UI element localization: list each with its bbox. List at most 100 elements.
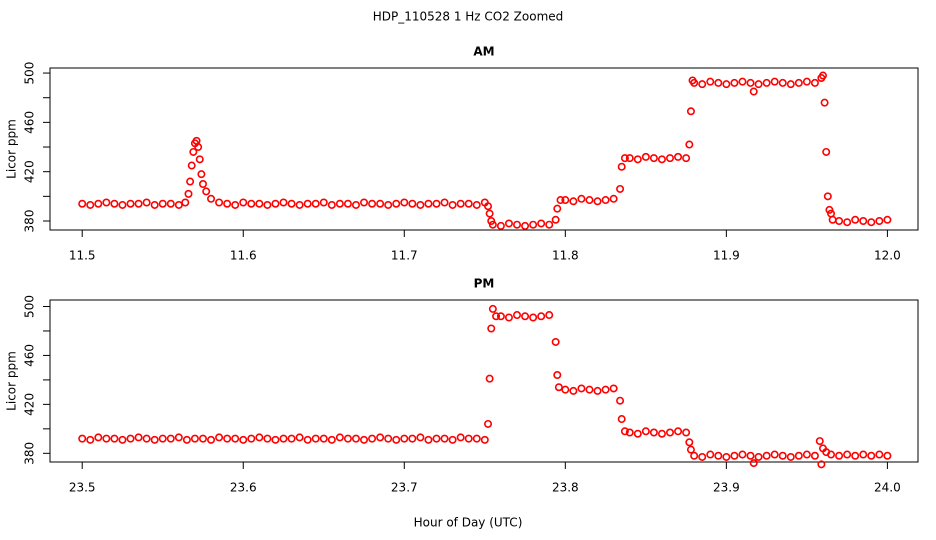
x-tick-label: 23.5 xyxy=(69,481,96,495)
data-point xyxy=(360,435,369,444)
data-point xyxy=(488,304,497,313)
data-point xyxy=(685,438,694,447)
data-point xyxy=(665,154,674,163)
data-point xyxy=(851,215,860,224)
panel-title: PM xyxy=(474,277,495,291)
data-point xyxy=(577,194,586,203)
data-point xyxy=(553,371,562,380)
data-point xyxy=(601,196,610,205)
data-point xyxy=(408,434,417,443)
y-axis-label: Licor ppm xyxy=(5,351,19,411)
data-point xyxy=(496,312,505,321)
data-point xyxy=(271,435,280,444)
data-point xyxy=(553,204,562,213)
data-point xyxy=(198,434,207,443)
data-point xyxy=(698,452,707,461)
data-point xyxy=(263,200,272,209)
data-point xyxy=(110,199,119,208)
data-point xyxy=(102,434,111,443)
data-point xyxy=(189,147,198,156)
y-tick-label: 460 xyxy=(23,344,37,367)
data-point xyxy=(620,154,629,163)
data-point xyxy=(432,434,441,443)
data-point xyxy=(158,434,167,443)
data-point xyxy=(633,155,642,164)
data-point xyxy=(456,199,465,208)
data-point xyxy=(368,199,377,208)
data-point xyxy=(686,445,695,454)
data-point xyxy=(545,311,554,320)
data-point xyxy=(150,435,159,444)
data-point xyxy=(408,199,417,208)
data-point xyxy=(392,435,401,444)
data-point xyxy=(440,198,449,207)
data-point xyxy=(181,198,190,207)
data-point xyxy=(416,200,425,209)
data-point xyxy=(685,140,694,149)
y-tick-label: 500 xyxy=(23,295,37,318)
data-point xyxy=(311,199,320,208)
data-point xyxy=(641,152,650,161)
data-point xyxy=(843,218,852,227)
data-point xyxy=(698,80,707,89)
data-point xyxy=(620,427,629,436)
data-point xyxy=(174,200,183,209)
data-point xyxy=(94,433,103,442)
data-point xyxy=(190,434,199,443)
data-point xyxy=(166,199,175,208)
data-point xyxy=(682,428,691,437)
x-tick-label: 11.6 xyxy=(230,249,257,263)
data-point xyxy=(472,434,481,443)
data-point xyxy=(186,177,195,186)
data-point xyxy=(749,459,758,468)
data-point xyxy=(78,434,87,443)
data-point xyxy=(609,194,618,203)
data-point xyxy=(657,429,666,438)
data-point xyxy=(174,433,183,442)
data-point xyxy=(738,77,747,86)
data-point xyxy=(488,220,497,229)
data-point xyxy=(118,435,127,444)
data-point xyxy=(545,220,554,229)
data-point xyxy=(319,434,328,443)
data-point xyxy=(617,162,626,171)
data-point xyxy=(448,435,457,444)
data-point xyxy=(207,194,216,203)
data-point xyxy=(424,435,433,444)
data-point xyxy=(657,155,666,164)
data-point xyxy=(722,452,731,461)
data-point xyxy=(770,450,779,459)
data-point xyxy=(416,433,425,442)
data-point xyxy=(311,434,320,443)
data-point xyxy=(118,200,127,209)
data-point xyxy=(239,435,248,444)
data-point xyxy=(480,435,489,444)
y-tick-label: 420 xyxy=(23,393,37,416)
data-point xyxy=(400,198,409,207)
data-point xyxy=(496,221,505,230)
data-point xyxy=(485,374,494,383)
data-point xyxy=(609,384,618,393)
y-axis-label: Licor ppm xyxy=(5,119,19,179)
data-point xyxy=(263,434,272,443)
data-point xyxy=(271,199,280,208)
data-point xyxy=(665,428,674,437)
data-point xyxy=(484,419,493,428)
data-point xyxy=(778,451,787,460)
data-point xyxy=(134,433,143,442)
data-point xyxy=(102,198,111,207)
data-point xyxy=(182,435,191,444)
data-point xyxy=(754,452,763,461)
data-point xyxy=(746,78,755,87)
data-point xyxy=(633,429,642,438)
y-tick-label: 420 xyxy=(23,160,37,183)
data-point xyxy=(94,199,103,208)
data-point xyxy=(513,311,522,320)
x-tick-label: 11.5 xyxy=(69,249,96,263)
data-point xyxy=(319,198,328,207)
data-point xyxy=(617,415,626,424)
data-point xyxy=(207,435,216,444)
data-point xyxy=(554,383,563,392)
data-point xyxy=(287,434,296,443)
